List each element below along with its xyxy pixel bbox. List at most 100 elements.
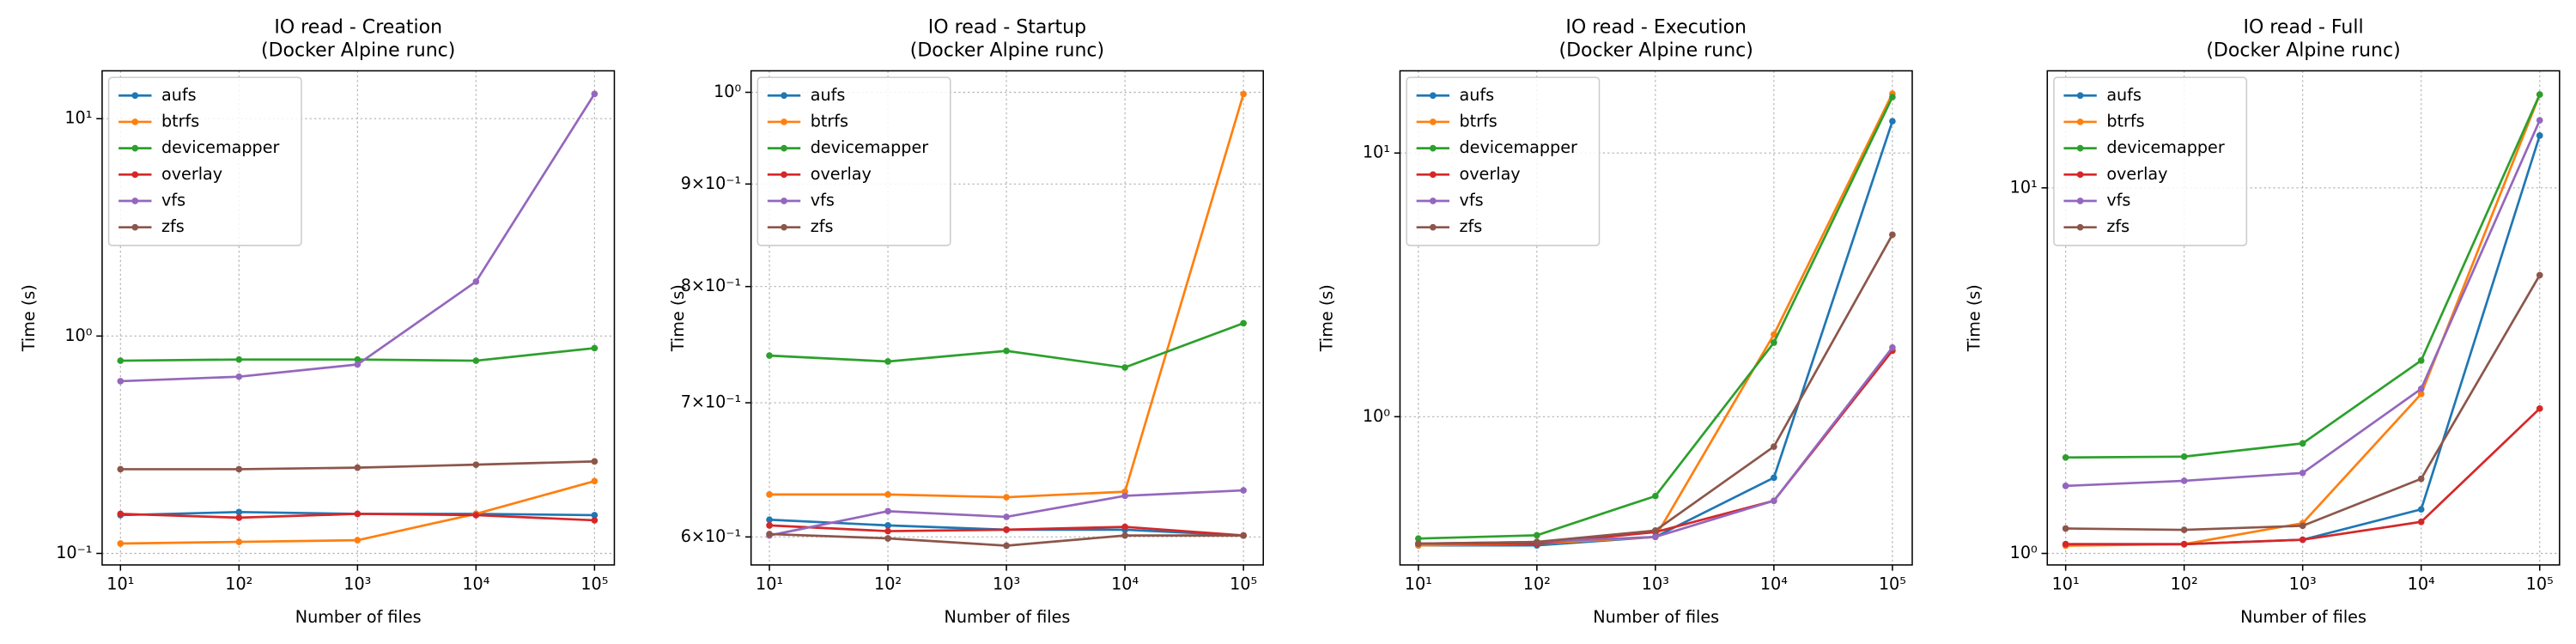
legend-marker bbox=[131, 223, 139, 231]
legend-marker bbox=[781, 118, 787, 125]
legend-marker bbox=[781, 92, 787, 100]
data-point bbox=[354, 510, 361, 518]
data-point bbox=[1414, 540, 1422, 547]
x-tick-label: 10¹ bbox=[2052, 574, 2080, 593]
data-point bbox=[472, 461, 480, 468]
legend-label: btrfs bbox=[161, 111, 199, 131]
data-point bbox=[2536, 132, 2543, 139]
legend-marker bbox=[2076, 171, 2084, 179]
data-point bbox=[2417, 385, 2425, 392]
data-point bbox=[1240, 319, 1247, 327]
legend-label: btrfs bbox=[2106, 111, 2144, 131]
data-point bbox=[766, 516, 773, 524]
chart-title: IO read - Creation bbox=[274, 17, 442, 39]
legend-label: zfs bbox=[161, 216, 185, 236]
legend-marker bbox=[2076, 223, 2084, 231]
data-point bbox=[1771, 474, 1777, 482]
data-point bbox=[2180, 526, 2188, 533]
x-tick-label: 10³ bbox=[2289, 574, 2317, 593]
legend-label: vfs bbox=[1459, 191, 1483, 210]
data-point bbox=[1003, 526, 1010, 533]
data-point bbox=[2299, 536, 2306, 544]
y-tick-label: 10¹ bbox=[1363, 143, 1390, 162]
data-point bbox=[117, 465, 125, 473]
x-axis-label: Number of files bbox=[2240, 607, 2366, 627]
legend-box bbox=[2053, 76, 2248, 246]
data-point bbox=[1889, 231, 1896, 239]
data-point bbox=[884, 358, 891, 365]
plot-frame bbox=[2046, 70, 2561, 566]
data-point bbox=[1240, 90, 1247, 98]
legend-marker bbox=[2076, 144, 2084, 152]
data-point bbox=[235, 373, 243, 380]
data-point bbox=[472, 512, 480, 519]
legend-label: devicemapper bbox=[811, 137, 929, 157]
data-point bbox=[2180, 540, 2188, 548]
data-point bbox=[2417, 357, 2425, 364]
data-point bbox=[2299, 440, 2306, 447]
data-point bbox=[235, 465, 243, 473]
legend-label: btrfs bbox=[1459, 111, 1497, 131]
data-point bbox=[766, 531, 773, 538]
data-point bbox=[2417, 390, 2425, 398]
x-tick-label: 10² bbox=[2171, 574, 2198, 593]
data-point bbox=[2536, 404, 2543, 412]
data-point bbox=[2417, 475, 2425, 483]
data-point bbox=[766, 352, 773, 359]
legend-label: aufs bbox=[1459, 85, 1494, 105]
data-point bbox=[1771, 443, 1777, 450]
data-point bbox=[2062, 483, 2069, 489]
data-point bbox=[235, 538, 243, 545]
legend-label: aufs bbox=[161, 85, 197, 105]
y-axis-label: Time (s) bbox=[19, 284, 39, 352]
data-point bbox=[117, 378, 125, 385]
data-point bbox=[235, 514, 243, 521]
data-point bbox=[766, 522, 773, 529]
data-point bbox=[354, 355, 361, 363]
legend-label: aufs bbox=[2106, 85, 2142, 105]
y-tick-label: 10⁰ bbox=[64, 325, 92, 345]
x-tick-label: 10² bbox=[1523, 574, 1551, 593]
data-point bbox=[1771, 331, 1777, 338]
x-tick-label: 10¹ bbox=[106, 574, 134, 593]
data-point bbox=[1121, 492, 1128, 500]
panel: IO read - Creation(Docker Alpine runc) Nu… bbox=[19, 17, 616, 627]
legend-marker bbox=[1429, 92, 1437, 100]
x-tick-label: 10⁴ bbox=[462, 574, 489, 593]
y-tick-label: 9×10⁻¹ bbox=[681, 173, 741, 193]
y-tick-label: 6×10⁻¹ bbox=[681, 526, 741, 546]
data-point bbox=[884, 507, 891, 515]
legend-label: aufs bbox=[811, 85, 846, 105]
legend-marker bbox=[1429, 118, 1437, 125]
plot-frame bbox=[1399, 70, 1913, 566]
data-point bbox=[884, 527, 891, 535]
y-tick-label: 10⁰ bbox=[2010, 543, 2038, 562]
chart-title: IO read - Full bbox=[2243, 17, 2363, 39]
chart-title: IO read - Startup bbox=[928, 17, 1086, 39]
data-point bbox=[1121, 532, 1128, 539]
data-point bbox=[591, 344, 598, 352]
legend-label: vfs bbox=[2106, 191, 2130, 210]
data-point bbox=[2180, 477, 2188, 484]
data-point bbox=[591, 512, 598, 519]
y-tick-label: 10⁰ bbox=[1363, 406, 1390, 426]
legend-label: overlay bbox=[1459, 164, 1520, 184]
data-point bbox=[1003, 542, 1010, 550]
chart-subtitle: (Docker Alpine runc) bbox=[1558, 39, 1753, 61]
panel: IO read - Startup(Docker Alpine runc) Num… bbox=[668, 17, 1264, 627]
data-point bbox=[2417, 506, 2425, 513]
x-tick-label: 10³ bbox=[1642, 574, 1669, 593]
legend-box bbox=[1406, 76, 1601, 246]
data-point bbox=[1889, 343, 1896, 351]
data-point bbox=[884, 535, 891, 542]
legend-marker bbox=[2076, 118, 2084, 125]
plot-frame bbox=[101, 70, 616, 566]
x-tick-label: 10⁴ bbox=[1111, 574, 1139, 593]
x-tick-label: 10¹ bbox=[1405, 574, 1432, 593]
x-axis-label: Number of files bbox=[295, 607, 422, 627]
data-point bbox=[591, 458, 598, 465]
legend-marker bbox=[131, 118, 139, 125]
legend-marker bbox=[131, 144, 139, 152]
data-point bbox=[1121, 523, 1128, 531]
y-tick-label: 7×10⁻¹ bbox=[681, 392, 741, 412]
